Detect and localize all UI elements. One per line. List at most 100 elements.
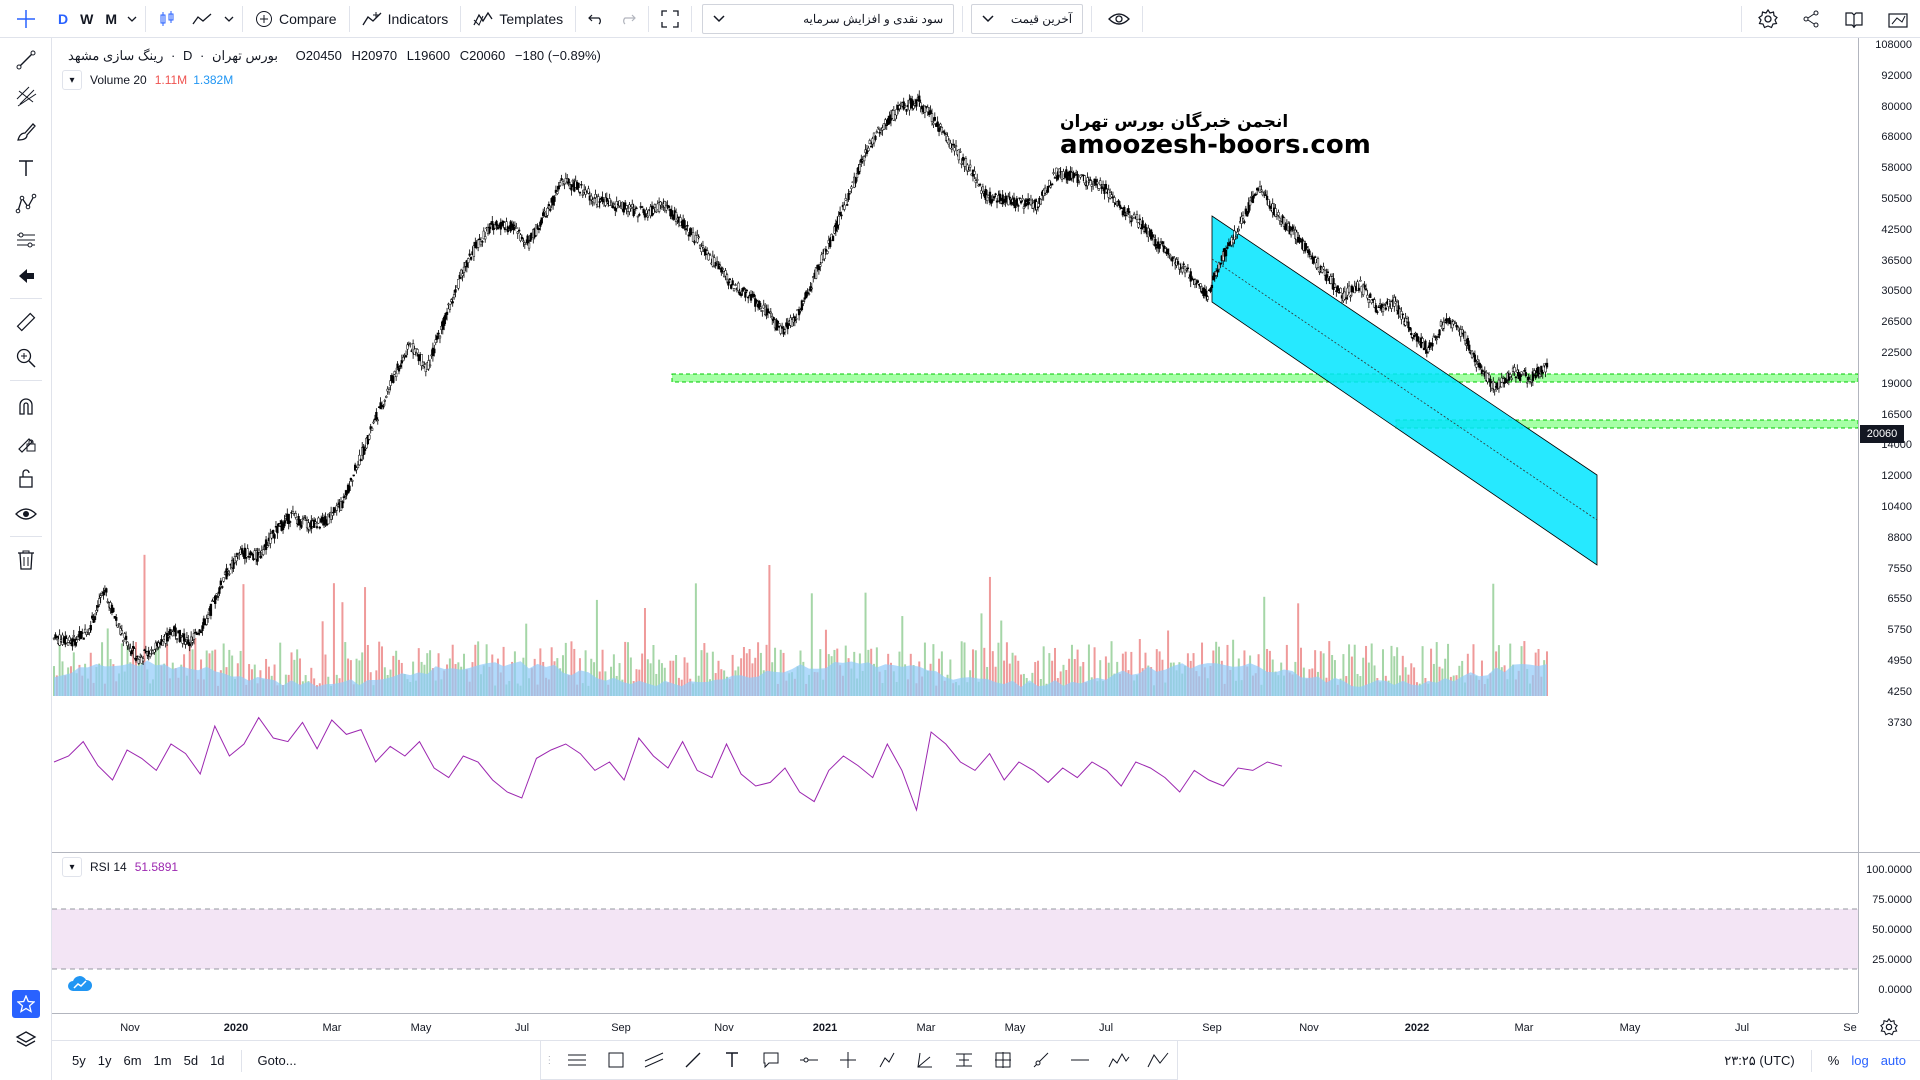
tradingview-cloud-icon[interactable] <box>68 975 93 993</box>
text-icon[interactable] <box>12 154 40 182</box>
horizontal-ray-icon[interactable] <box>793 1044 825 1076</box>
clock-display[interactable]: ۲۳:۲۵ (UTC) <box>1724 1052 1795 1068</box>
crosshair-icon[interactable] <box>0 0 52 38</box>
volume-bar <box>1005 642 1008 696</box>
range-1y[interactable]: 1y <box>97 1053 112 1068</box>
horizontal-line-icon[interactable] <box>1064 1044 1096 1076</box>
price-range-icon[interactable] <box>948 1044 980 1076</box>
chart-type-dropdown-icon[interactable] <box>220 0 238 38</box>
indicators-button[interactable]: Indicators <box>354 0 457 38</box>
candle-body <box>713 257 716 267</box>
templates-button[interactable]: Templates <box>465 0 571 38</box>
redo-icon[interactable] <box>612 0 644 38</box>
candle-body <box>858 164 862 172</box>
arrow-left-icon[interactable] <box>12 262 40 290</box>
candle-body <box>420 354 423 366</box>
text-tool-icon[interactable] <box>716 1044 748 1076</box>
parallel-channel-icon[interactable] <box>638 1044 670 1076</box>
drag-handle-icon[interactable]: ⋮ <box>544 1054 555 1066</box>
ruler-icon[interactable] <box>12 308 40 336</box>
range-6m[interactable]: 6m <box>123 1053 142 1068</box>
interval-w[interactable]: W <box>80 10 94 27</box>
dividends-dropdown[interactable]: سود نقدی و افزایش سرمایه <box>702 3 955 34</box>
candle-body <box>561 179 565 182</box>
rsi-legend[interactable]: ▾ RSI 14 51.5891 <box>62 857 178 877</box>
price-chart-svg[interactable] <box>52 38 1859 1013</box>
chart-canvas[interactable] <box>52 38 1859 1013</box>
axis-settings-gear-icon[interactable] <box>1880 1017 1898 1041</box>
volume-bar <box>595 599 598 696</box>
angle-icon[interactable] <box>909 1044 941 1076</box>
pane-separator[interactable] <box>52 852 1920 853</box>
trend-line-icon[interactable] <box>12 46 40 74</box>
magnet-icon[interactable] <box>12 392 40 420</box>
lock-drawing-icon[interactable] <box>12 428 40 456</box>
snapshot-icon[interactable] <box>1876 0 1920 38</box>
watchlist-star-icon[interactable] <box>12 990 40 1018</box>
path-icon[interactable] <box>871 1044 903 1076</box>
candle-body <box>1021 198 1024 201</box>
interval-m[interactable]: M <box>105 10 118 27</box>
price-scale[interactable]: 108000 92000 80000 68000 58000 50500 42500 3650… <box>1858 38 1920 1013</box>
interval-dropdown-icon[interactable] <box>123 0 141 38</box>
callout-icon[interactable] <box>755 1044 787 1076</box>
range-5d[interactable]: 5d <box>183 1053 199 1068</box>
cross-line-icon[interactable] <box>832 1044 864 1076</box>
volume-bar <box>1393 656 1396 696</box>
eye-icon[interactable] <box>12 500 40 528</box>
brush-icon[interactable] <box>12 118 40 146</box>
undo-icon[interactable] <box>580 0 612 38</box>
auto-toggle[interactable]: auto <box>1880 1053 1906 1068</box>
elliott-wave-icon[interactable] <box>1103 1044 1135 1076</box>
time-axis[interactable]: Nov 2020 Mar May Jul Sep Nov 2021 Mar May Jul Sep No… <box>52 1013 1858 1040</box>
prediction-icon[interactable] <box>12 226 40 254</box>
candle-body <box>542 212 545 217</box>
horizontal-lines-icon[interactable] <box>561 1044 593 1076</box>
volume-bar <box>1328 641 1331 696</box>
volume-legend[interactable]: ▾ Volume 20 1.11M 1.382M <box>62 70 233 90</box>
candle-body <box>1052 172 1055 174</box>
ray-icon[interactable] <box>1025 1044 1057 1076</box>
abc-pattern-icon[interactable] <box>1142 1044 1174 1076</box>
candle-body <box>1384 307 1387 310</box>
fullscreen-icon[interactable] <box>653 0 687 38</box>
candle-body <box>1343 291 1346 300</box>
candle-body <box>1411 337 1414 339</box>
ideas-icon[interactable] <box>1832 0 1876 38</box>
separator <box>460 5 462 32</box>
eye-icon[interactable] <box>1100 0 1138 38</box>
rectangle-icon[interactable] <box>600 1044 632 1076</box>
line-chart-icon[interactable] <box>184 0 220 38</box>
interval-d[interactable]: D <box>58 10 69 27</box>
percent-toggle[interactable]: % <box>1827 1053 1840 1068</box>
range-5y[interactable]: 5y <box>72 1053 86 1068</box>
pitchfork-icon[interactable] <box>12 82 40 110</box>
trend-line-icon[interactable] <box>677 1044 709 1076</box>
candle-body <box>199 631 203 633</box>
goto-button[interactable]: Goto... <box>257 1053 297 1068</box>
collapse-chevron-icon[interactable]: ▾ <box>62 857 82 877</box>
candle-body <box>344 495 347 497</box>
trash-icon[interactable] <box>12 546 40 574</box>
share-icon[interactable] <box>1790 0 1832 38</box>
log-toggle[interactable]: log <box>1851 1053 1869 1068</box>
price-source-dropdown[interactable]: آخرین قیمت <box>971 3 1084 34</box>
settings-gear-icon[interactable] <box>1746 0 1790 38</box>
range-1d[interactable]: 1d <box>210 1053 225 1068</box>
unlock-icon[interactable] <box>12 464 40 492</box>
pattern-icon[interactable] <box>12 190 40 218</box>
collapse-chevron-icon[interactable]: ▾ <box>62 70 82 90</box>
zoom-in-icon[interactable] <box>12 344 40 372</box>
candles-icon[interactable] <box>150 0 184 38</box>
candle-body <box>629 206 632 209</box>
layers-icon[interactable] <box>12 1026 40 1054</box>
volume-bar <box>1331 655 1334 696</box>
candle-body <box>317 517 320 524</box>
range-1m[interactable]: 1m <box>153 1053 172 1068</box>
symbol-legend[interactable]: رینگ سازی مشهد · D · بورس تهران O20450 H… <box>68 48 601 63</box>
compare-button[interactable]: Compare <box>247 0 345 38</box>
separator <box>10 536 42 537</box>
candle-body <box>298 519 302 526</box>
volume-bar <box>988 576 991 696</box>
date-price-range-icon[interactable] <box>987 1044 1019 1076</box>
